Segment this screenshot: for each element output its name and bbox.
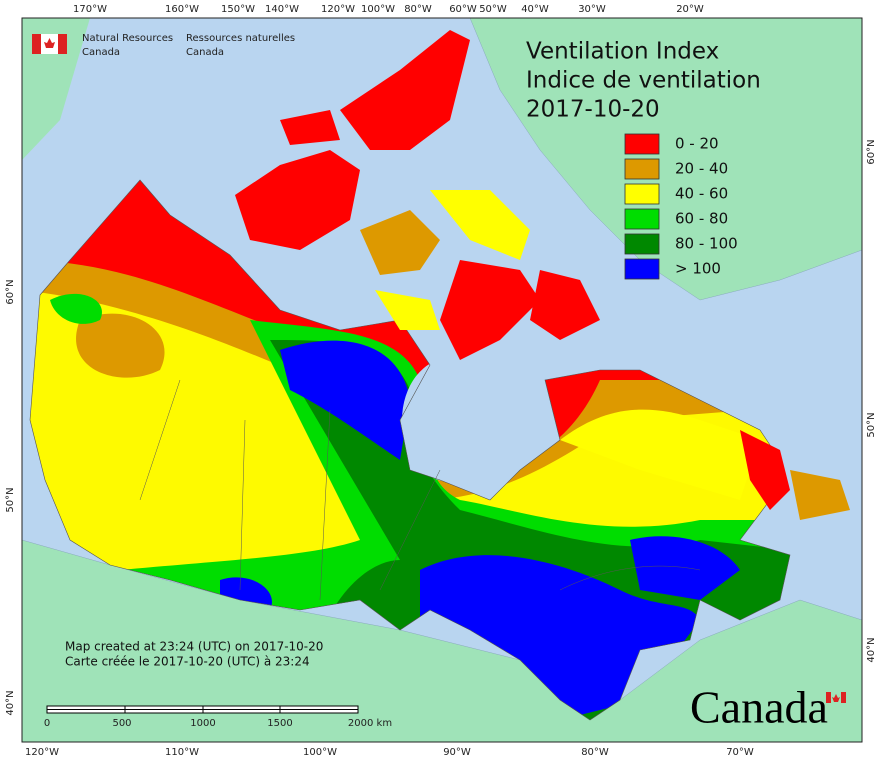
graticule-label: 60°W	[449, 4, 477, 15]
graticule-label: 150°W	[221, 4, 255, 15]
legend-label: 0 - 20	[675, 135, 719, 153]
arctic-islands	[235, 30, 850, 520]
maple-leaf	[44, 38, 55, 48]
flag-bar	[32, 34, 41, 54]
graticule-label: 120°W	[25, 747, 59, 758]
province-border	[559, 565, 701, 591]
graticule-label: 120°W	[321, 4, 355, 15]
graticule-label: 60°N	[866, 139, 877, 164]
graticule-label: 110°W	[165, 747, 199, 758]
graticule-label: 100°W	[303, 747, 337, 758]
graticule-label: 80°W	[404, 4, 432, 15]
flag-bar	[58, 34, 67, 54]
scale-label: 1000	[190, 718, 215, 729]
scale-label: 2000 km	[348, 718, 392, 729]
greenland	[469, 18, 862, 301]
legend-swatch	[624, 258, 660, 280]
province-border	[139, 379, 441, 601]
wordmark-flag	[826, 692, 846, 703]
graticule-label: 40°N	[866, 637, 877, 662]
legend-label: 40 - 60	[675, 185, 728, 203]
united-states	[22, 539, 862, 742]
graticule-label: 40°N	[5, 690, 16, 715]
graticule-label: 50°W	[479, 4, 507, 15]
legend-swatch	[624, 233, 660, 255]
map-title: Indice de ventilation	[526, 68, 761, 94]
org-name-fr: Ressources naturelles	[186, 33, 295, 44]
scale-label: 500	[112, 718, 131, 729]
legend-swatch	[624, 183, 660, 205]
map-body	[22, 18, 862, 742]
graticule-label: 140°W	[265, 4, 299, 15]
canada-wordmark: Canada	[690, 682, 828, 733]
graticule-label: 90°W	[443, 747, 471, 758]
legend-swatch	[624, 208, 660, 230]
graticule-label: 40°W	[521, 4, 549, 15]
nrcan-logo	[32, 34, 67, 54]
legend-label: 20 - 40	[675, 160, 728, 178]
legend-label: > 100	[675, 260, 721, 278]
org-name-en: Canada	[82, 47, 120, 58]
credit-line: Carte créée le 2017-10-20 (UTC) à 23:24	[65, 655, 310, 669]
legend-label: 80 - 100	[675, 235, 738, 253]
legend-swatch	[624, 158, 660, 180]
graticule-label: 70°W	[726, 747, 754, 758]
legend-swatch	[624, 133, 660, 155]
credit-line: Map created at 23:24 (UTC) on 2017-10-20	[65, 640, 323, 654]
org-name-fr: Canada	[186, 47, 224, 58]
legend-label: 60 - 80	[675, 210, 728, 228]
map-frame	[21, 17, 863, 743]
graticule-label: 160°W	[165, 4, 199, 15]
graticule-label: 100°W	[361, 4, 395, 15]
graticule-label: 50°N	[866, 412, 877, 437]
graticule-label: 60°N	[5, 279, 16, 304]
scale-label: 0	[44, 718, 50, 729]
scale-bar-divisions	[47, 706, 358, 713]
graticule-label: 20°W	[676, 4, 704, 15]
map-title: Ventilation Index	[526, 39, 719, 65]
graticule-label: 80°W	[581, 747, 609, 758]
canada-outline	[29, 179, 791, 721]
graticule-label: 170°W	[73, 4, 107, 15]
graticule-label: 50°N	[5, 487, 16, 512]
graticule-label: 30°W	[578, 4, 606, 15]
scale-label: 1500	[267, 718, 292, 729]
map-title: 2017-10-20	[526, 97, 660, 123]
org-name-en: Natural Resources	[82, 33, 173, 44]
